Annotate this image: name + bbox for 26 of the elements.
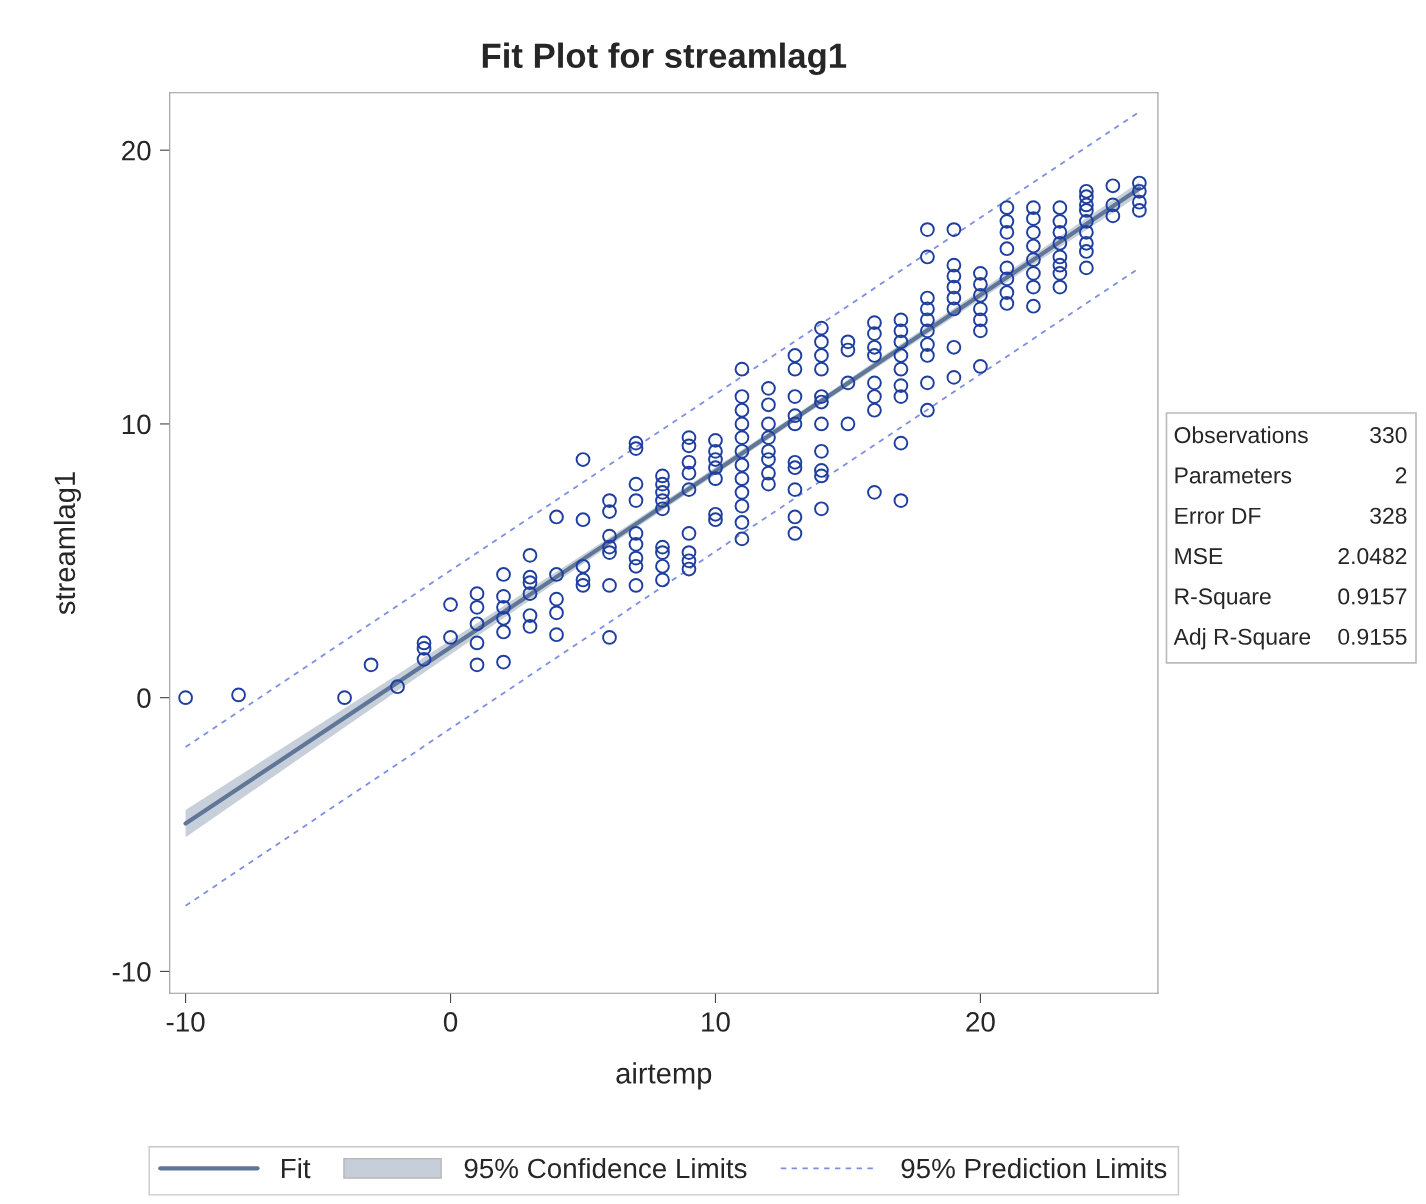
legend-label: 95% Prediction Limits (901, 1157, 1167, 1179)
text: 2 (1395, 467, 1407, 484)
chart-title: Fit Plot for streamlag1 (482, 42, 847, 76)
text: Error DF (1175, 507, 1261, 524)
y-tick-label: 10 (122, 414, 151, 435)
x-tick-label: -10 (166, 1012, 205, 1032)
x-tick-label: 10 (702, 1012, 730, 1032)
y-tick-label: -10 (112, 962, 151, 982)
text: MSE (1175, 547, 1223, 565)
text: Adj R-Square (1173, 628, 1311, 650)
text: 2.0482 (1338, 547, 1407, 565)
text: R-Square (1175, 588, 1271, 610)
legend-label: Fit (282, 1157, 311, 1179)
text: 330 (1370, 426, 1407, 444)
y-tick-label: 20 (122, 140, 151, 161)
text: 0.9157 (1338, 588, 1407, 605)
text: Observations (1174, 426, 1308, 444)
x-tick-label: 20 (966, 1012, 995, 1032)
x-tick-label: 0 (443, 1012, 458, 1032)
y-tick-label: 0 (137, 688, 151, 708)
text: 0.9155 (1338, 628, 1407, 645)
text: Parameters (1175, 467, 1292, 484)
y-axis-title: streamlag1 (53, 472, 81, 615)
text: 328 (1370, 507, 1407, 524)
x-axis-title: airtemp (616, 1062, 712, 1090)
text: 95% Confidence Limits (464, 1157, 747, 1179)
